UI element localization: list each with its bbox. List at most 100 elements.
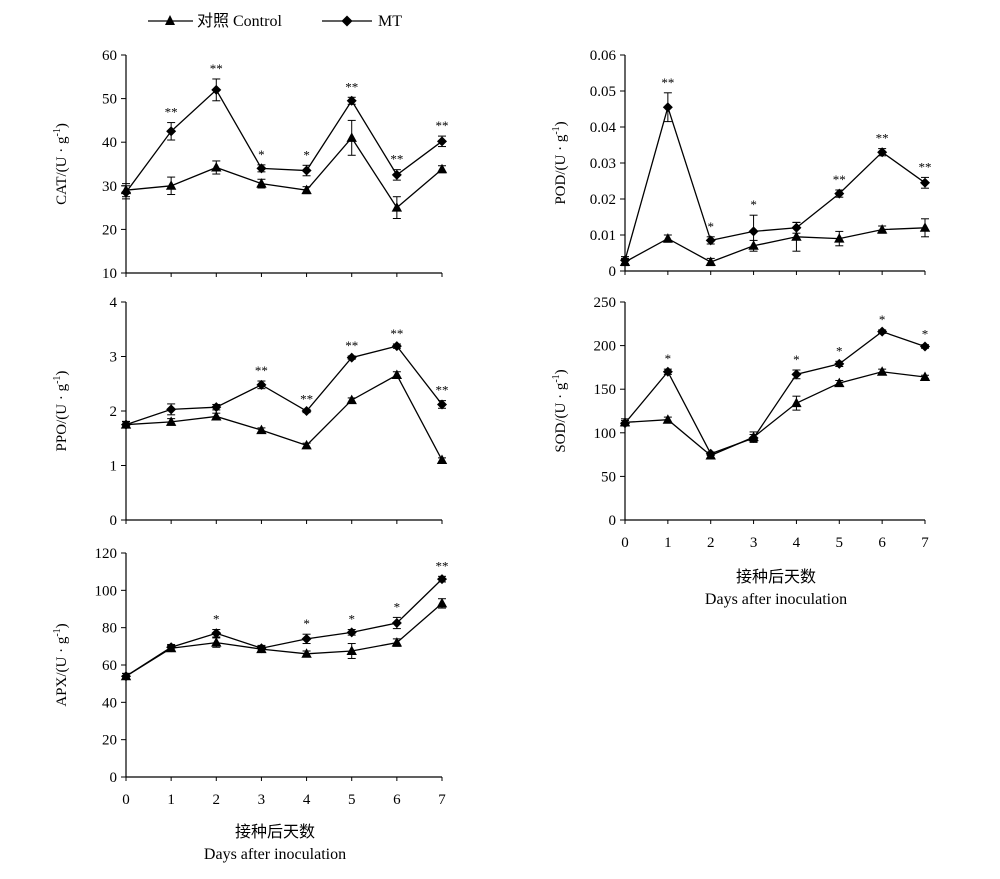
significance-label: ** (919, 159, 932, 174)
data-point (346, 394, 357, 405)
data-point (834, 377, 845, 388)
data-point (662, 414, 674, 424)
significance-label: ** (345, 338, 358, 353)
series-control (619, 218, 931, 267)
data-point (256, 163, 267, 174)
data-point (301, 439, 312, 450)
data-point (437, 574, 447, 585)
y-tick-label: 0.01 (590, 228, 616, 244)
y-tick-label: 250 (594, 295, 617, 311)
y-tick-label: 10 (102, 266, 117, 282)
significance-label: * (303, 147, 310, 162)
y-axis-label: CAT/(U · g-1) (52, 123, 70, 205)
x-tick-label: 4 (793, 535, 801, 551)
y-tick-label: 20 (102, 222, 117, 238)
significance-label: ** (390, 152, 403, 167)
panel-sod: 0 50 100 150 200 250 0 1 2 3 4 5 6 7 SOD/(U · g-1) * * * *… (551, 295, 931, 551)
y-tick-label: 40 (102, 695, 117, 711)
xaxis-title-en-right: Days after inoculation (705, 591, 847, 608)
y-axis-label-end: ) (54, 123, 70, 128)
significance-label: ** (165, 105, 178, 120)
x-tick-label: 1 (167, 792, 175, 808)
data-point (256, 178, 267, 188)
data-point (121, 671, 131, 682)
legend-mt-label: MT (378, 13, 402, 30)
data-point (391, 202, 403, 212)
data-point (919, 222, 931, 232)
data-point (391, 369, 403, 380)
y-axis-label-main: CAT/(U · g (54, 136, 70, 205)
y-axis-label-sup: -1 (52, 628, 63, 636)
series-mt (620, 326, 930, 459)
legend-control-label: 对照 Control (197, 12, 282, 30)
data-point (662, 102, 673, 113)
series-line (624, 227, 926, 263)
significance-label: * (707, 219, 714, 234)
data-point (211, 410, 222, 421)
x-tick-label: 7 (438, 792, 446, 808)
y-tick-label: 20 (102, 733, 117, 749)
significance-label: * (836, 343, 843, 358)
data-point (876, 366, 888, 376)
significance-label: * (303, 616, 310, 631)
data-point (834, 233, 845, 243)
x-tick-label: 3 (750, 535, 758, 551)
y-tick-label: 0.04 (590, 120, 617, 136)
significance-label: ** (345, 79, 358, 94)
series-line (125, 578, 443, 677)
data-point (301, 406, 312, 416)
y-axis-label-main: PPO/(U · g (54, 383, 70, 451)
data-point (346, 645, 357, 655)
data-point (166, 642, 177, 653)
significance-label: * (922, 327, 929, 342)
y-tick-label: 0.02 (590, 192, 616, 208)
y-tick-label: 100 (594, 426, 617, 442)
y-tick-label: 1 (110, 459, 118, 475)
data-point (211, 402, 222, 413)
data-point (662, 366, 673, 377)
y-tick-label: 50 (601, 469, 616, 485)
significance-label: ** (876, 131, 889, 146)
data-point (256, 643, 267, 654)
x-tick-label: 1 (664, 535, 672, 551)
data-point (834, 188, 845, 199)
x-tick-label: 2 (213, 792, 221, 808)
data-point (391, 618, 402, 628)
y-axis-label-end: ) (553, 121, 569, 126)
y-axis-label-sup: -1 (551, 374, 562, 382)
data-point (301, 184, 312, 195)
data-point (705, 256, 716, 266)
data-point (919, 371, 931, 381)
y-tick-label: 0 (110, 770, 118, 786)
data-point (877, 147, 888, 158)
significance-label: * (793, 352, 800, 367)
x-tick-label: 6 (393, 792, 401, 808)
data-point (346, 132, 357, 142)
x-tick-label: 5 (348, 792, 356, 808)
data-point (834, 358, 845, 369)
data-point (211, 84, 222, 95)
xaxis-title-cn-right: 接种后天数 (736, 568, 816, 586)
y-tick-label: 0 (609, 264, 617, 280)
significance-label: ** (390, 326, 403, 341)
data-point (211, 637, 222, 647)
xaxis-title-cn-left: 接种后天数 (235, 823, 315, 841)
significance-label: ** (210, 61, 223, 76)
data-point (791, 369, 802, 380)
significance-label: * (879, 312, 886, 327)
series-line (125, 602, 443, 677)
data-point (920, 341, 930, 352)
y-axis-label-main: SOD/(U · g (553, 382, 569, 452)
significance-label: ** (436, 118, 449, 133)
y-axis-label-end: ) (553, 369, 569, 374)
data-point (301, 648, 312, 658)
y-tick-label: 2 (110, 404, 118, 420)
series-mt (121, 574, 447, 682)
legend: 对照 Control MT (148, 12, 402, 30)
series-line (125, 88, 443, 193)
series-line (125, 345, 443, 426)
significance-label: * (213, 612, 220, 627)
y-tick-label: 4 (110, 295, 118, 311)
significance-label: * (750, 197, 757, 212)
